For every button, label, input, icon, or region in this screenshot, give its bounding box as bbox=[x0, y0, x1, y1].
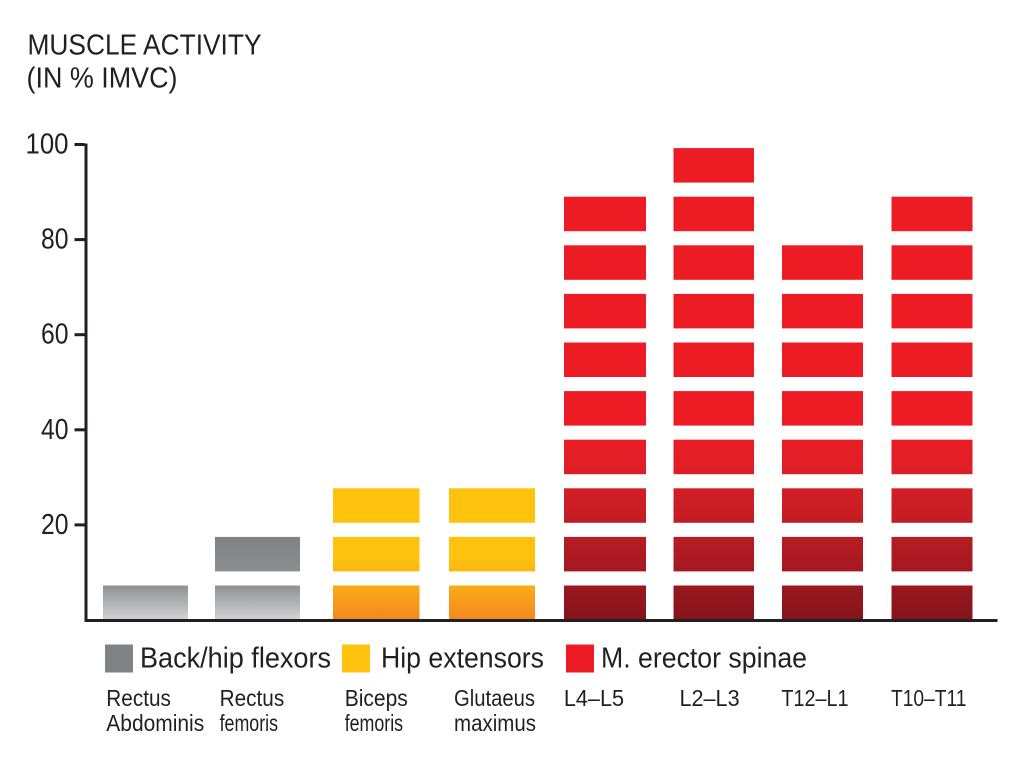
svg-text:femoris: femoris bbox=[220, 710, 278, 736]
svg-text:L4–L5: L4–L5 bbox=[564, 685, 624, 711]
svg-text:T10–T11: T10–T11 bbox=[891, 685, 966, 711]
svg-text:Abdominis: Abdominis bbox=[106, 710, 204, 736]
svg-text:Hip extensors: Hip extensors bbox=[381, 643, 544, 675]
svg-text:60: 60 bbox=[41, 319, 69, 351]
svg-text:maximus: maximus bbox=[454, 710, 536, 736]
svg-text:(IN % IMVC): (IN % IMVC) bbox=[27, 63, 178, 95]
svg-text:L2–L3: L2–L3 bbox=[680, 685, 740, 711]
svg-text:80: 80 bbox=[41, 224, 69, 256]
svg-text:MUSCLE ACTIVITY: MUSCLE ACTIVITY bbox=[28, 30, 262, 62]
svg-text:100: 100 bbox=[26, 129, 69, 161]
svg-text:femoris: femoris bbox=[345, 710, 403, 736]
svg-text:Rectus: Rectus bbox=[106, 685, 171, 711]
svg-text:Biceps: Biceps bbox=[345, 685, 408, 711]
svg-text:T12–L1: T12–L1 bbox=[781, 685, 848, 711]
svg-text:Rectus: Rectus bbox=[220, 685, 285, 711]
svg-text:40: 40 bbox=[41, 414, 69, 446]
svg-text:20: 20 bbox=[41, 509, 69, 541]
svg-text:Back/hip flexors: Back/hip flexors bbox=[140, 643, 331, 675]
svg-text:M. erector spinae: M. erector spinae bbox=[601, 643, 807, 675]
svg-text:Glutaeus: Glutaeus bbox=[454, 685, 535, 711]
